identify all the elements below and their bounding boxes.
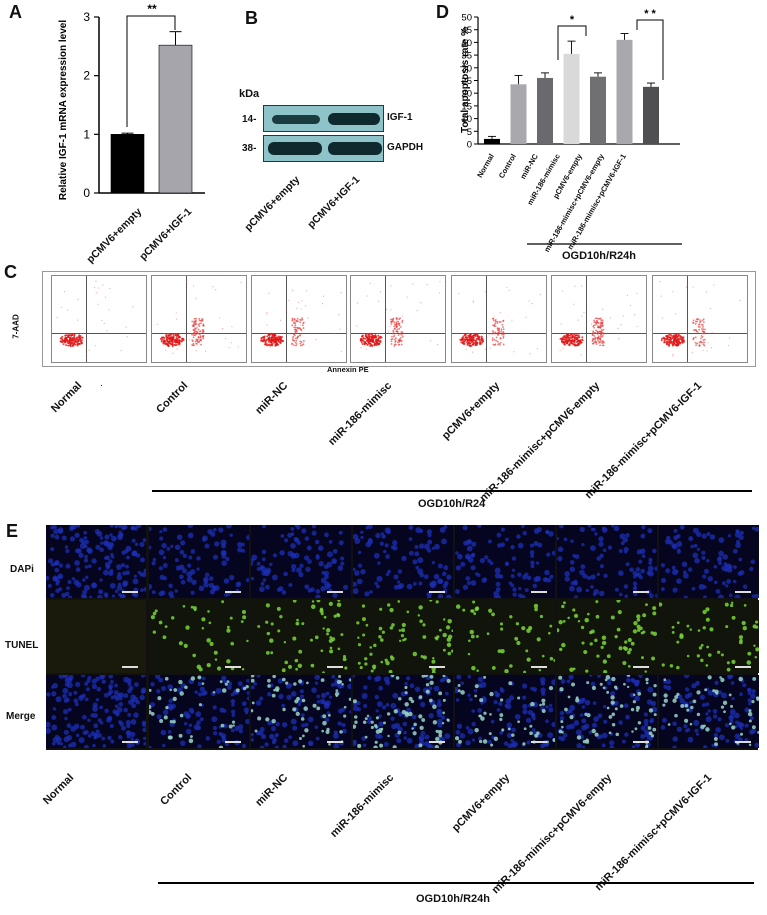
d-ytick-label: 20: [461, 89, 472, 100]
panel-d-label: D: [436, 2, 449, 22]
d-bar: [537, 77, 553, 144]
dapi-image: [353, 525, 453, 598]
panel-d-sig2: * *: [644, 8, 656, 20]
kda-label: kDa: [239, 88, 260, 100]
panel-c-frame: [42, 271, 756, 367]
blot-gapdh: [263, 135, 384, 162]
marker-38: 38-: [242, 143, 257, 154]
flow-dot: .: [100, 378, 103, 389]
row-label-merge: Merge: [6, 711, 36, 722]
flow-label-4: miR-186-mimisc: [326, 379, 395, 448]
d-bar: [484, 138, 500, 144]
d-ytick-label: 15: [461, 101, 472, 112]
microscopy-grid: [46, 525, 759, 750]
a-ytick-label: 2: [83, 69, 90, 83]
flow-plot: [652, 275, 748, 363]
flow-xaxis: Annexin PE: [327, 365, 369, 374]
row-label-dapi: DAPi: [10, 564, 34, 575]
tunel-image: [251, 600, 351, 673]
d-ytick-label: 10: [461, 114, 472, 125]
merge-image: [149, 675, 249, 748]
panel-b-label: B: [245, 8, 258, 28]
dapi-image: [149, 525, 249, 598]
flow-plot: [350, 275, 446, 363]
d-bar: [510, 84, 527, 144]
panel-d-sig1: *: [570, 14, 575, 26]
band-label-igf1: IGF-1: [387, 112, 413, 123]
flow-group-line: [152, 490, 752, 492]
d-bar: [616, 39, 633, 144]
merge-image: [251, 675, 351, 748]
blot-igf1: [263, 105, 384, 132]
merge-image: [557, 675, 657, 748]
panel-a-label: A: [9, 2, 22, 22]
d-bar: [563, 53, 580, 144]
dapi-image: [251, 525, 351, 598]
d-ytick-label: 25: [461, 76, 472, 87]
d-bar: [590, 76, 606, 144]
dapi-image: [659, 525, 759, 598]
tunel-image: [557, 600, 657, 673]
d-ytick-label: 50: [461, 13, 472, 24]
d-ytick-label: 5: [467, 127, 472, 138]
dapi-image: [46, 525, 146, 598]
a-ytick-label: 3: [83, 10, 90, 24]
a-bar: [110, 134, 145, 194]
d-ytick-label: 0: [467, 140, 472, 151]
micro-group-line: [158, 882, 754, 884]
d-bar: [643, 86, 659, 144]
tunel-image: [46, 600, 146, 673]
micro-label-4: miR-186-mimisc: [328, 771, 397, 840]
flow-label-5: pCMV6+empty: [439, 379, 503, 443]
tunel-image: [659, 600, 759, 673]
d-ytick-label: 40: [461, 38, 472, 49]
panel-d-group: OGD10h/R24h: [562, 250, 636, 262]
marker-14: 14-: [242, 114, 257, 125]
micro-label-5: pCMV6+empty: [449, 771, 513, 835]
merge-image: [353, 675, 453, 748]
flow-group: OGD10h/R24: [418, 498, 486, 510]
panel-a-chart: Relative IGF-1 mRNA expression level 0 1 2…: [58, 2, 205, 200]
a-bar: [158, 44, 193, 194]
dapi-image: [455, 525, 555, 598]
flow-label-3: miR-NC: [253, 379, 291, 417]
panel-c-label: C: [4, 262, 17, 282]
flow-label-2: Control: [154, 379, 191, 416]
tunel-image: [353, 600, 453, 673]
d-ytick-label: 35: [461, 51, 472, 62]
micro-label-3: miR-NC: [253, 771, 291, 809]
panel-a-significance: **: [147, 2, 157, 16]
a-ytick-label: 0: [83, 186, 90, 200]
tunel-image: [455, 600, 555, 673]
d-ytick-label: 45: [461, 25, 472, 36]
panel-d-ylabel: Total apoptosis rate %: [460, 27, 471, 133]
merge-image: [46, 675, 146, 748]
flow-label-1: Normal: [48, 379, 85, 416]
micro-label-1: Normal: [40, 771, 77, 808]
a-ytick-label: 1: [83, 127, 90, 141]
flow-plot: [551, 275, 647, 363]
band-label-gapdh: GAPDH: [387, 142, 424, 153]
panel-e-label: E: [6, 521, 19, 541]
micro-label-2: Control: [158, 771, 195, 808]
flow-yaxis: 7-AAD: [11, 314, 21, 339]
dapi-image: [557, 525, 657, 598]
flow-plot: [151, 275, 247, 363]
micro-group: OGD10h/R24h: [416, 893, 490, 905]
d-ytick-label: 30: [461, 63, 472, 74]
flow-plot: [51, 275, 147, 363]
panel-a-ylabel: Relative IGF-1 mRNA expression level: [58, 20, 69, 200]
merge-image: [659, 675, 759, 748]
flow-plot: [251, 275, 347, 363]
tunel-image: [149, 600, 249, 673]
flow-plot: [451, 275, 547, 363]
row-label-tunel: TUNEL: [5, 640, 39, 651]
merge-image: [455, 675, 555, 748]
